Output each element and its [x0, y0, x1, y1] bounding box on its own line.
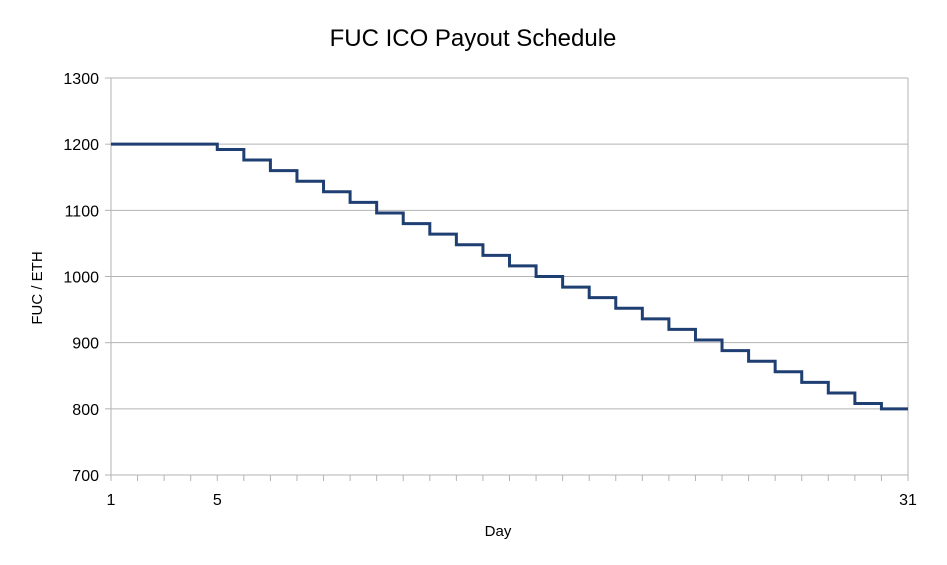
x-axis-title: Day [485, 523, 512, 540]
x-tick-label-5: 5 [213, 492, 222, 509]
x-tick-label-31: 31 [899, 492, 917, 509]
y-tick-label-1100: 1100 [65, 203, 100, 220]
y-tick-label-1200: 1200 [63, 137, 99, 154]
y-tick-label-1000: 1000 [63, 270, 99, 287]
y-tick-label-900: 900 [72, 336, 99, 353]
tick-labels: 700 800 900 1000 1100 1200 1300 1 5 31 [63, 71, 917, 509]
x-tick-label-1: 1 [107, 492, 116, 509]
y-tick-label-800: 800 [72, 402, 99, 419]
y-axis-title: FUC / ETH [29, 251, 46, 324]
gridlines [111, 77, 908, 476]
y-tick-label-700: 700 [72, 468, 99, 485]
y-tick-label-1300: 1300 [63, 71, 99, 88]
chart-title: FUC ICO Payout Schedule [330, 25, 617, 52]
axes [105, 77, 909, 481]
series-layer [111, 142, 908, 411]
series-line-0 [111, 142, 908, 411]
